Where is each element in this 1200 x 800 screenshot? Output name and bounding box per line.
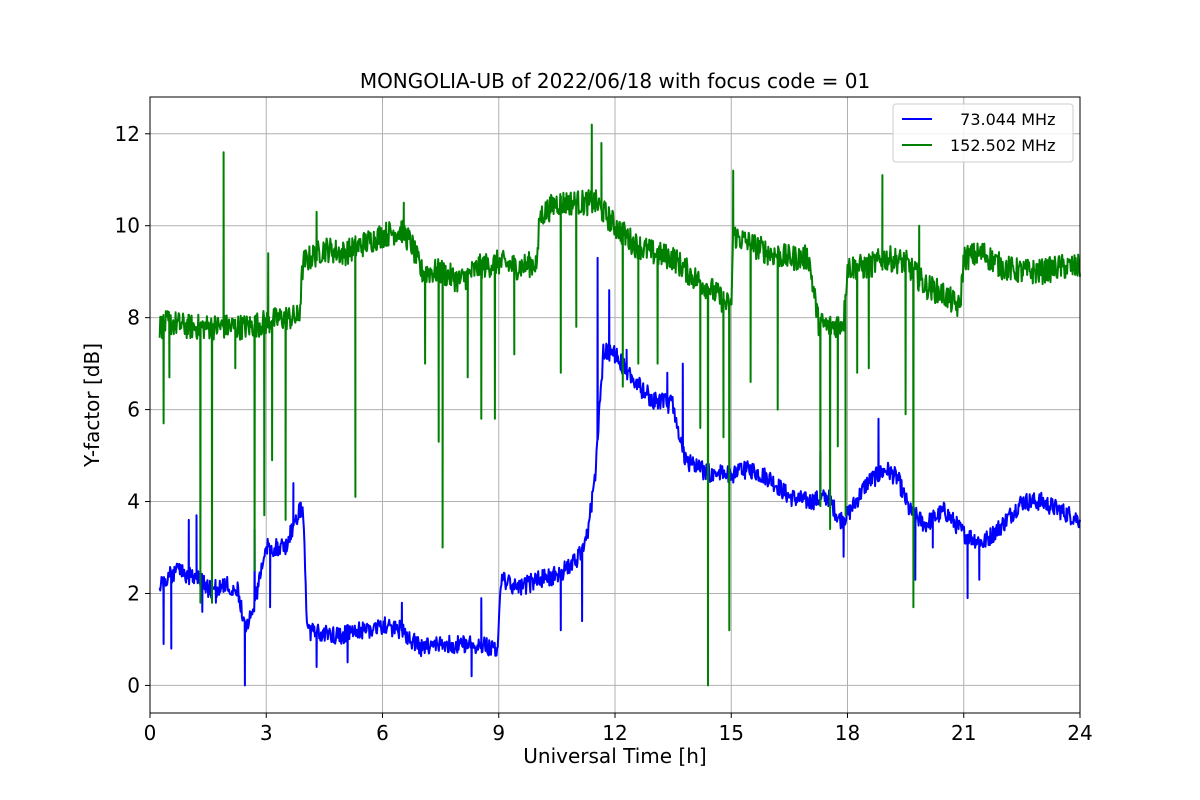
x-axis-label: Universal Time [h] bbox=[523, 744, 706, 768]
y-tick-label: 10 bbox=[115, 214, 140, 238]
y-tick-label: 0 bbox=[127, 673, 140, 697]
x-tick-label: 0 bbox=[144, 721, 157, 745]
legend: 73.044 MHz 152.502 MHz bbox=[892, 103, 1074, 163]
y-tick-label: 6 bbox=[127, 398, 140, 422]
y-tick-label: 8 bbox=[127, 306, 140, 330]
x-tick-label: 9 bbox=[492, 721, 505, 745]
x-tick-label: 24 bbox=[1067, 721, 1092, 745]
x-tick-label: 6 bbox=[376, 721, 389, 745]
y-tick-label: 12 bbox=[115, 122, 140, 146]
series-152mhz-line bbox=[158, 123, 1081, 687]
series-73mhz-line bbox=[158, 256, 1081, 687]
x-tick-label: 15 bbox=[719, 721, 744, 745]
x-tick-label: 12 bbox=[602, 721, 627, 745]
y-tick-label: 4 bbox=[127, 490, 140, 514]
x-tick-label: 21 bbox=[951, 721, 976, 745]
chart-title: MONGOLIA-UB of 2022/06/18 with focus cod… bbox=[360, 69, 870, 93]
plot-series-group bbox=[158, 123, 1081, 687]
legend-label-152mhz: 152.502 MHz bbox=[950, 136, 1055, 155]
y-axis-label: Y-factor [dB] bbox=[80, 343, 104, 468]
legend-label-73mhz: 73.044 MHz bbox=[950, 110, 1055, 129]
y-tick-label: 2 bbox=[127, 581, 140, 605]
x-tick-label: 18 bbox=[835, 721, 860, 745]
legend-frame bbox=[892, 103, 1074, 163]
x-tick-label: 3 bbox=[260, 721, 273, 745]
